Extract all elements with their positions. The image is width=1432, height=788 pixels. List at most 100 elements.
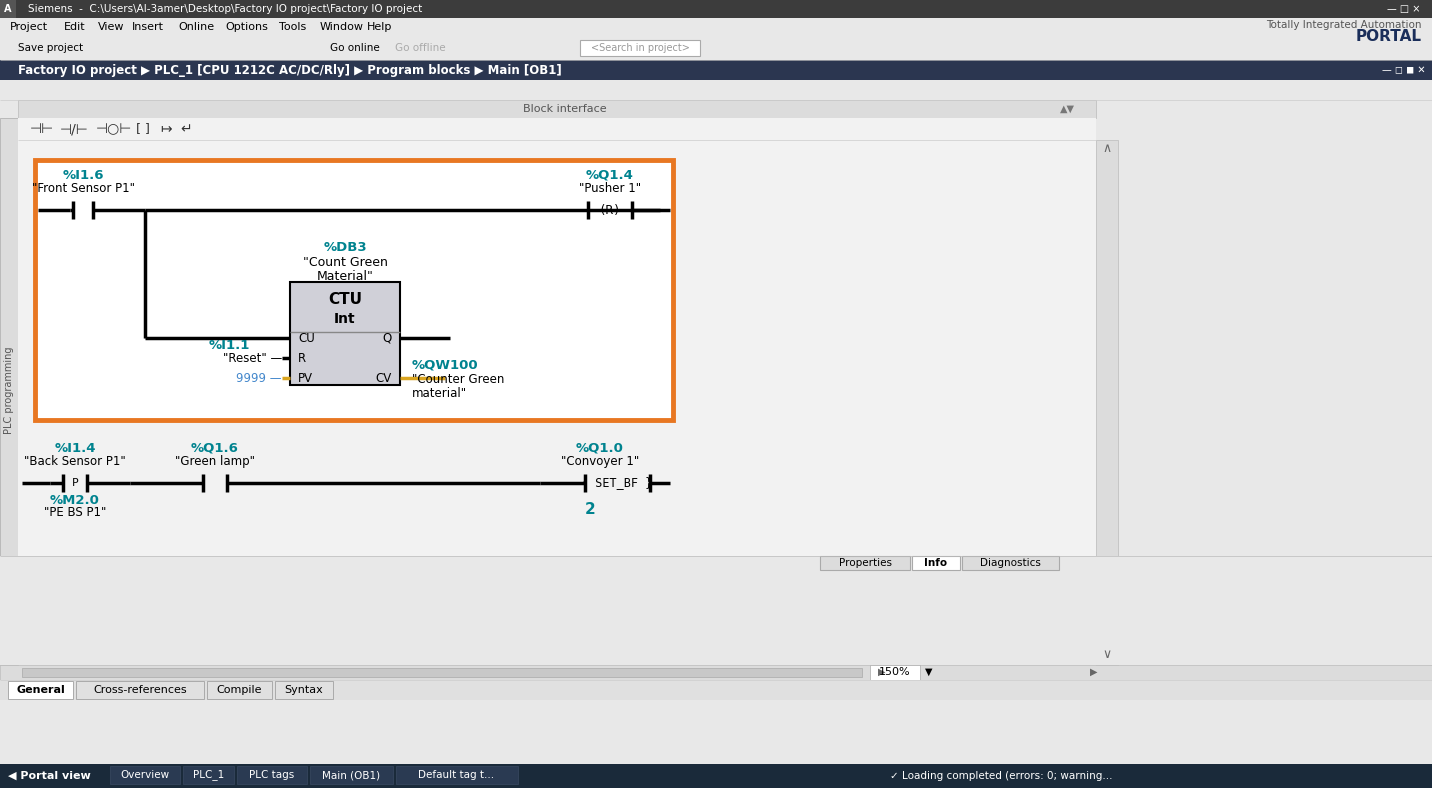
Text: ⊣⊢: ⊣⊢ [30, 122, 54, 136]
Text: "Green lamp": "Green lamp" [175, 455, 255, 467]
Text: CU: CU [298, 332, 315, 344]
FancyBboxPatch shape [21, 668, 862, 677]
FancyBboxPatch shape [19, 140, 1095, 665]
Text: "Pusher 1": "Pusher 1" [579, 181, 642, 195]
Text: Factory IO project ▶ PLC_1 [CPU 1212C AC/DC/Rly] ▶ Program blocks ▶ Main [OB1]: Factory IO project ▶ PLC_1 [CPU 1212C AC… [19, 64, 561, 76]
Text: %Q1.4: %Q1.4 [586, 169, 634, 181]
FancyBboxPatch shape [0, 80, 1432, 100]
FancyBboxPatch shape [912, 556, 959, 570]
Text: "Front Sensor P1": "Front Sensor P1" [32, 181, 135, 195]
Text: Q: Q [382, 332, 392, 344]
Text: %Q1.0: %Q1.0 [576, 441, 624, 455]
Text: — ◻ ◼ ✕: — ◻ ◼ ✕ [1382, 65, 1425, 75]
Text: ∧: ∧ [1103, 142, 1111, 154]
FancyBboxPatch shape [0, 700, 1432, 788]
Text: 150%: 150% [879, 667, 911, 677]
FancyBboxPatch shape [0, 680, 1432, 700]
Text: Int: Int [334, 312, 355, 326]
Text: Go online: Go online [329, 43, 379, 53]
Text: <Search in project>: <Search in project> [590, 43, 689, 53]
Text: A: A [4, 4, 11, 14]
FancyBboxPatch shape [76, 681, 203, 699]
FancyBboxPatch shape [821, 556, 909, 570]
FancyBboxPatch shape [871, 665, 919, 680]
Text: %I1.6: %I1.6 [62, 169, 103, 181]
Text: General: General [16, 685, 64, 695]
Text: Insert: Insert [132, 22, 163, 32]
Text: 9999 —: 9999 — [236, 371, 282, 385]
FancyBboxPatch shape [0, 0, 1432, 18]
FancyBboxPatch shape [309, 766, 392, 784]
FancyBboxPatch shape [19, 100, 1095, 118]
FancyBboxPatch shape [236, 766, 306, 784]
FancyBboxPatch shape [34, 160, 673, 420]
Text: — □ ×: — □ × [1386, 4, 1421, 14]
FancyBboxPatch shape [1095, 140, 1118, 665]
FancyBboxPatch shape [0, 0, 16, 18]
Text: Tools: Tools [279, 22, 306, 32]
Text: ▲▼: ▲▼ [1060, 104, 1075, 114]
Text: R: R [298, 351, 306, 365]
Text: (R): (R) [599, 203, 621, 217]
FancyBboxPatch shape [0, 556, 1432, 665]
FancyBboxPatch shape [395, 766, 517, 784]
Text: { SET_BF }: { SET_BF } [581, 477, 653, 489]
Text: "Convoyer 1": "Convoyer 1" [561, 455, 639, 467]
Text: Totally Integrated Automation: Totally Integrated Automation [1266, 20, 1422, 30]
Text: ▶: ▶ [1090, 667, 1097, 677]
FancyBboxPatch shape [9, 681, 73, 699]
Text: Edit: Edit [63, 22, 84, 32]
Text: Project: Project [10, 22, 49, 32]
Text: ↵: ↵ [180, 122, 192, 136]
Text: PLC_1: PLC_1 [193, 770, 223, 780]
Text: CTU: CTU [328, 292, 362, 307]
Text: Cross-references: Cross-references [93, 685, 186, 695]
Text: "Reset" —: "Reset" — [223, 351, 282, 365]
Text: %DB3: %DB3 [324, 240, 367, 254]
Text: "Count Green: "Count Green [302, 255, 388, 269]
FancyBboxPatch shape [0, 18, 1432, 36]
FancyBboxPatch shape [110, 766, 180, 784]
Text: Compile: Compile [216, 685, 262, 695]
Text: Siemens  -  C:\Users\Al-3amer\Desktop\Factory IO project\Factory IO project: Siemens - C:\Users\Al-3amer\Desktop\Fact… [29, 4, 422, 14]
Text: Default tag t...: Default tag t... [418, 770, 494, 780]
FancyBboxPatch shape [962, 556, 1060, 570]
Text: ⊣/⊢: ⊣/⊢ [60, 122, 89, 136]
Text: Go offline: Go offline [395, 43, 445, 53]
Text: PORTAL: PORTAL [1356, 29, 1422, 44]
Text: ▼: ▼ [925, 667, 932, 677]
Text: ◀ Portal view: ◀ Portal view [9, 771, 90, 781]
Text: PV: PV [298, 371, 314, 385]
FancyBboxPatch shape [291, 282, 400, 385]
Text: Syntax: Syntax [285, 685, 324, 695]
Text: Block interface: Block interface [523, 104, 607, 114]
Text: "Back Sensor P1": "Back Sensor P1" [24, 455, 126, 467]
Text: Save project: Save project [19, 43, 83, 53]
Text: CV: CV [375, 371, 392, 385]
FancyBboxPatch shape [0, 764, 1432, 788]
Text: Window: Window [319, 22, 364, 32]
Text: Main (OB1): Main (OB1) [322, 770, 379, 780]
Text: Overview: Overview [120, 770, 169, 780]
Text: ▶: ▶ [878, 667, 885, 677]
Text: Options: Options [225, 22, 268, 32]
Text: ✓ Loading completed (errors: 0; warning...: ✓ Loading completed (errors: 0; warning.… [891, 771, 1113, 781]
Text: [ ]: [ ] [136, 122, 150, 136]
FancyBboxPatch shape [275, 681, 334, 699]
Text: ⊣○⊢: ⊣○⊢ [96, 122, 132, 136]
FancyBboxPatch shape [183, 766, 233, 784]
Text: PLC programming: PLC programming [4, 346, 14, 433]
Text: Online: Online [179, 22, 215, 32]
FancyBboxPatch shape [0, 60, 1432, 80]
Text: Properties: Properties [839, 558, 892, 568]
Text: %QW100: %QW100 [412, 359, 478, 371]
Text: Info: Info [925, 558, 948, 568]
FancyBboxPatch shape [19, 118, 1095, 140]
Text: %Q1.6: %Q1.6 [190, 441, 239, 455]
Text: 2: 2 [584, 503, 596, 518]
Text: View: View [97, 22, 125, 32]
Text: PLC tags: PLC tags [249, 770, 294, 780]
Text: Material": Material" [316, 269, 374, 283]
Text: material": material" [412, 386, 467, 400]
Text: %I1.4: %I1.4 [54, 441, 96, 455]
